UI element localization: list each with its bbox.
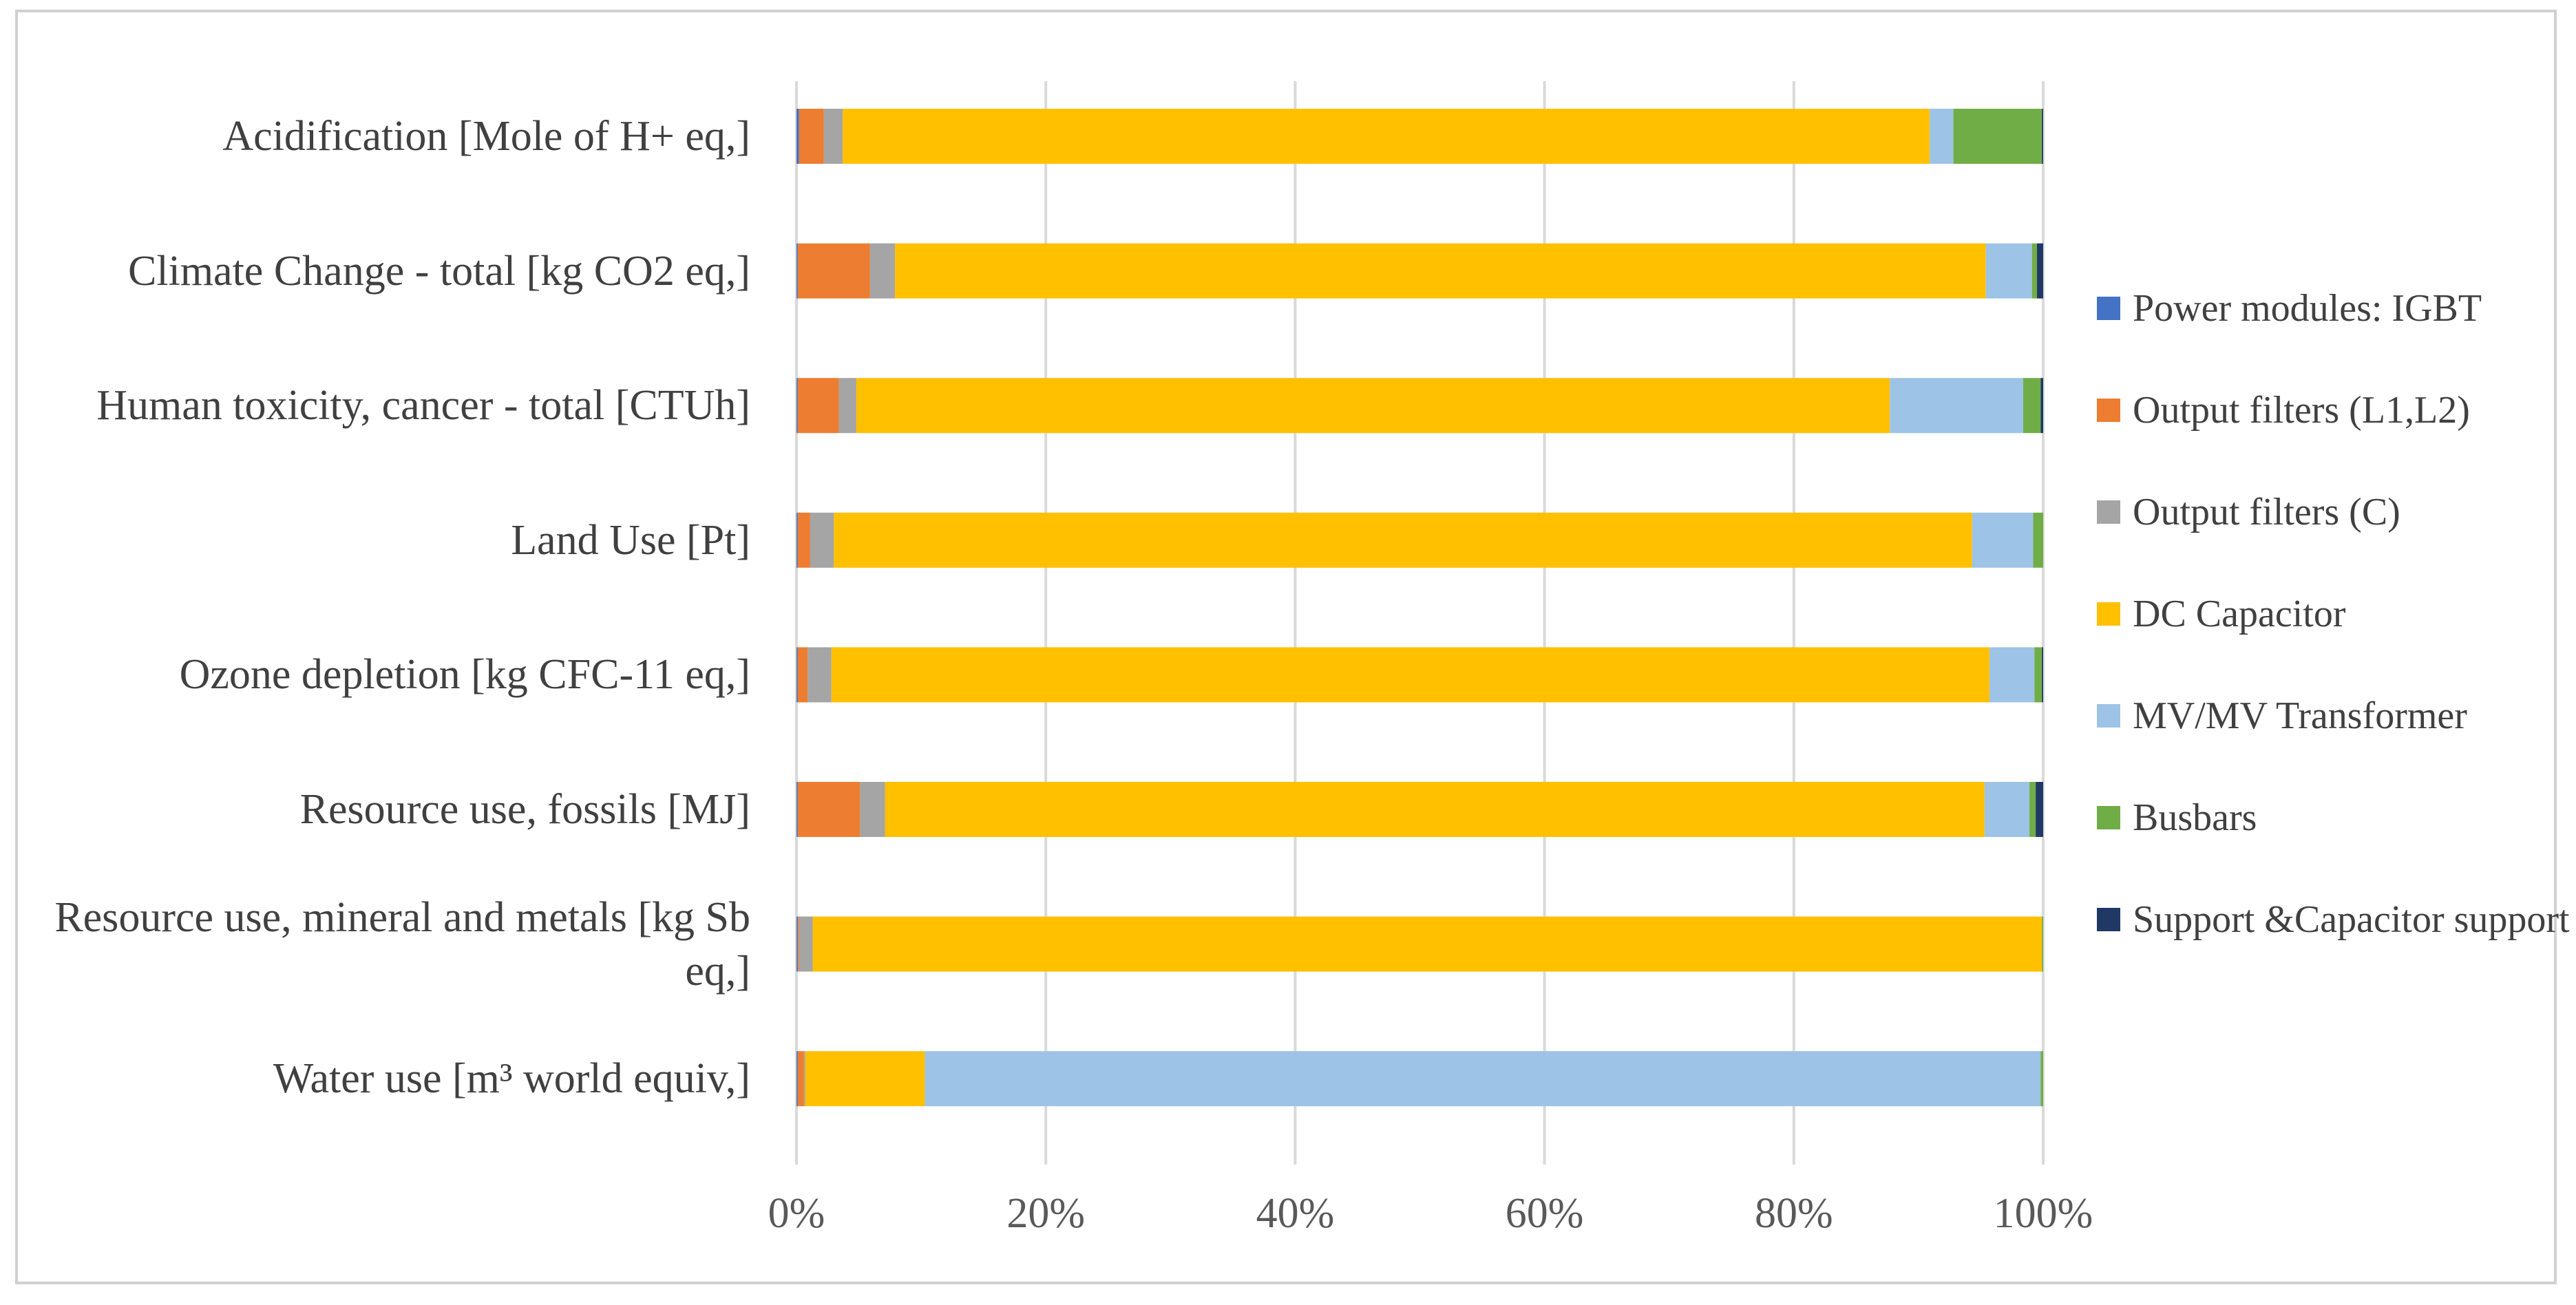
bar-segment <box>895 243 1986 299</box>
bar-segment <box>812 916 2042 972</box>
bar-segment <box>2023 378 2041 434</box>
bar-segment <box>1890 378 2024 434</box>
bar-segment <box>1972 512 2034 568</box>
bar-segment <box>805 1051 925 1107</box>
bar-segment <box>2033 512 2043 568</box>
bar-segment <box>838 378 856 434</box>
bar-segment <box>834 512 1972 568</box>
bar-segment <box>799 109 824 164</box>
x-tick-label: 0% <box>768 1190 825 1237</box>
legend-label: MV/MV Transformer <box>2133 694 2467 737</box>
bar-segment <box>797 916 799 972</box>
bar-segment <box>796 243 798 299</box>
category-label: Water use [m³ world equiv,] <box>273 1055 750 1103</box>
bar-segment <box>823 109 843 164</box>
bar-segment <box>1985 243 2032 299</box>
legend-swatch <box>2097 602 2120 626</box>
x-tick-label: 20% <box>1006 1190 1086 1237</box>
bar-segment <box>2031 243 2037 299</box>
bar-segment <box>810 512 834 568</box>
legend-label: Output filters (L1,L2) <box>2133 389 2470 432</box>
x-tick-label: 100% <box>1993 1190 2093 1237</box>
x-tick-label: 40% <box>1256 1190 1335 1237</box>
legend-swatch <box>2097 704 2120 728</box>
legend-label: Power modules: IGBT <box>2133 287 2482 330</box>
legend-swatch <box>2097 908 2120 931</box>
bar-segment <box>2042 916 2043 972</box>
bar-segment <box>860 782 885 837</box>
bar-segment <box>1953 109 2042 164</box>
category-label: Acidification [Mole of H+ eq,] <box>222 113 750 160</box>
legend-swatch <box>2097 500 2120 524</box>
legend-swatch <box>2097 399 2120 422</box>
bar-segment <box>856 378 1890 434</box>
legend-label: DC Capacitor <box>2133 593 2346 635</box>
bar-segment <box>796 109 799 164</box>
legend-label: Busbars <box>2133 796 2257 839</box>
bar-segment <box>2040 1051 2043 1107</box>
x-tick-label: 60% <box>1505 1190 1584 1237</box>
legend-label: Support &Capacitor support <box>2133 898 2570 941</box>
bar-segment <box>2042 109 2043 164</box>
bar-segment <box>797 1051 804 1107</box>
legend-label: Output filters (C) <box>2133 491 2400 533</box>
category-label: Climate Change - total [kg CO2 eq,] <box>128 247 750 295</box>
bar-segment <box>797 647 808 703</box>
bar-segment <box>885 782 1985 837</box>
bar-segment <box>2036 782 2043 837</box>
category-label: Resource use, mineral and metals [kg Sb … <box>54 893 750 995</box>
legend-swatch <box>2097 806 2120 829</box>
bar-segment <box>869 243 896 299</box>
category-label: Human toxicity, cancer - total [CTUh] <box>96 382 750 429</box>
bar-segment <box>2042 647 2043 703</box>
bar-segment <box>1930 109 1954 164</box>
bar-segment <box>799 916 813 972</box>
bar-segment <box>797 243 870 299</box>
x-tick-label: 80% <box>1754 1190 1833 1237</box>
bar-segment <box>2036 243 2043 299</box>
bar-segment <box>1984 782 2030 837</box>
bar-segment <box>796 512 798 568</box>
bar-segment <box>796 916 798 972</box>
bar-segment <box>807 647 832 703</box>
bar-segment <box>797 782 861 837</box>
legend-swatch <box>2097 297 2120 320</box>
bar-segment <box>925 1051 2041 1107</box>
category-label: Resource use, fossils [MJ] <box>299 786 750 833</box>
bar-segment <box>2034 647 2042 703</box>
bar-segment <box>796 782 798 837</box>
bar-segment <box>796 1051 798 1107</box>
bars <box>796 109 2043 1107</box>
bar-segment <box>797 378 839 434</box>
bar-segment <box>1989 647 2035 703</box>
bar-segment <box>843 109 1930 164</box>
bar-segment <box>803 1051 805 1107</box>
bar-segment <box>796 378 798 434</box>
category-label: Land Use [Pt] <box>511 516 750 564</box>
bar-segment <box>2029 782 2036 837</box>
category-label: Ozone depletion [kg CFC-11 eq,] <box>179 651 750 699</box>
bar-segment <box>797 512 810 568</box>
bar-segment <box>796 647 798 703</box>
bar-segment <box>2040 378 2043 434</box>
bar-segment <box>831 647 1990 703</box>
